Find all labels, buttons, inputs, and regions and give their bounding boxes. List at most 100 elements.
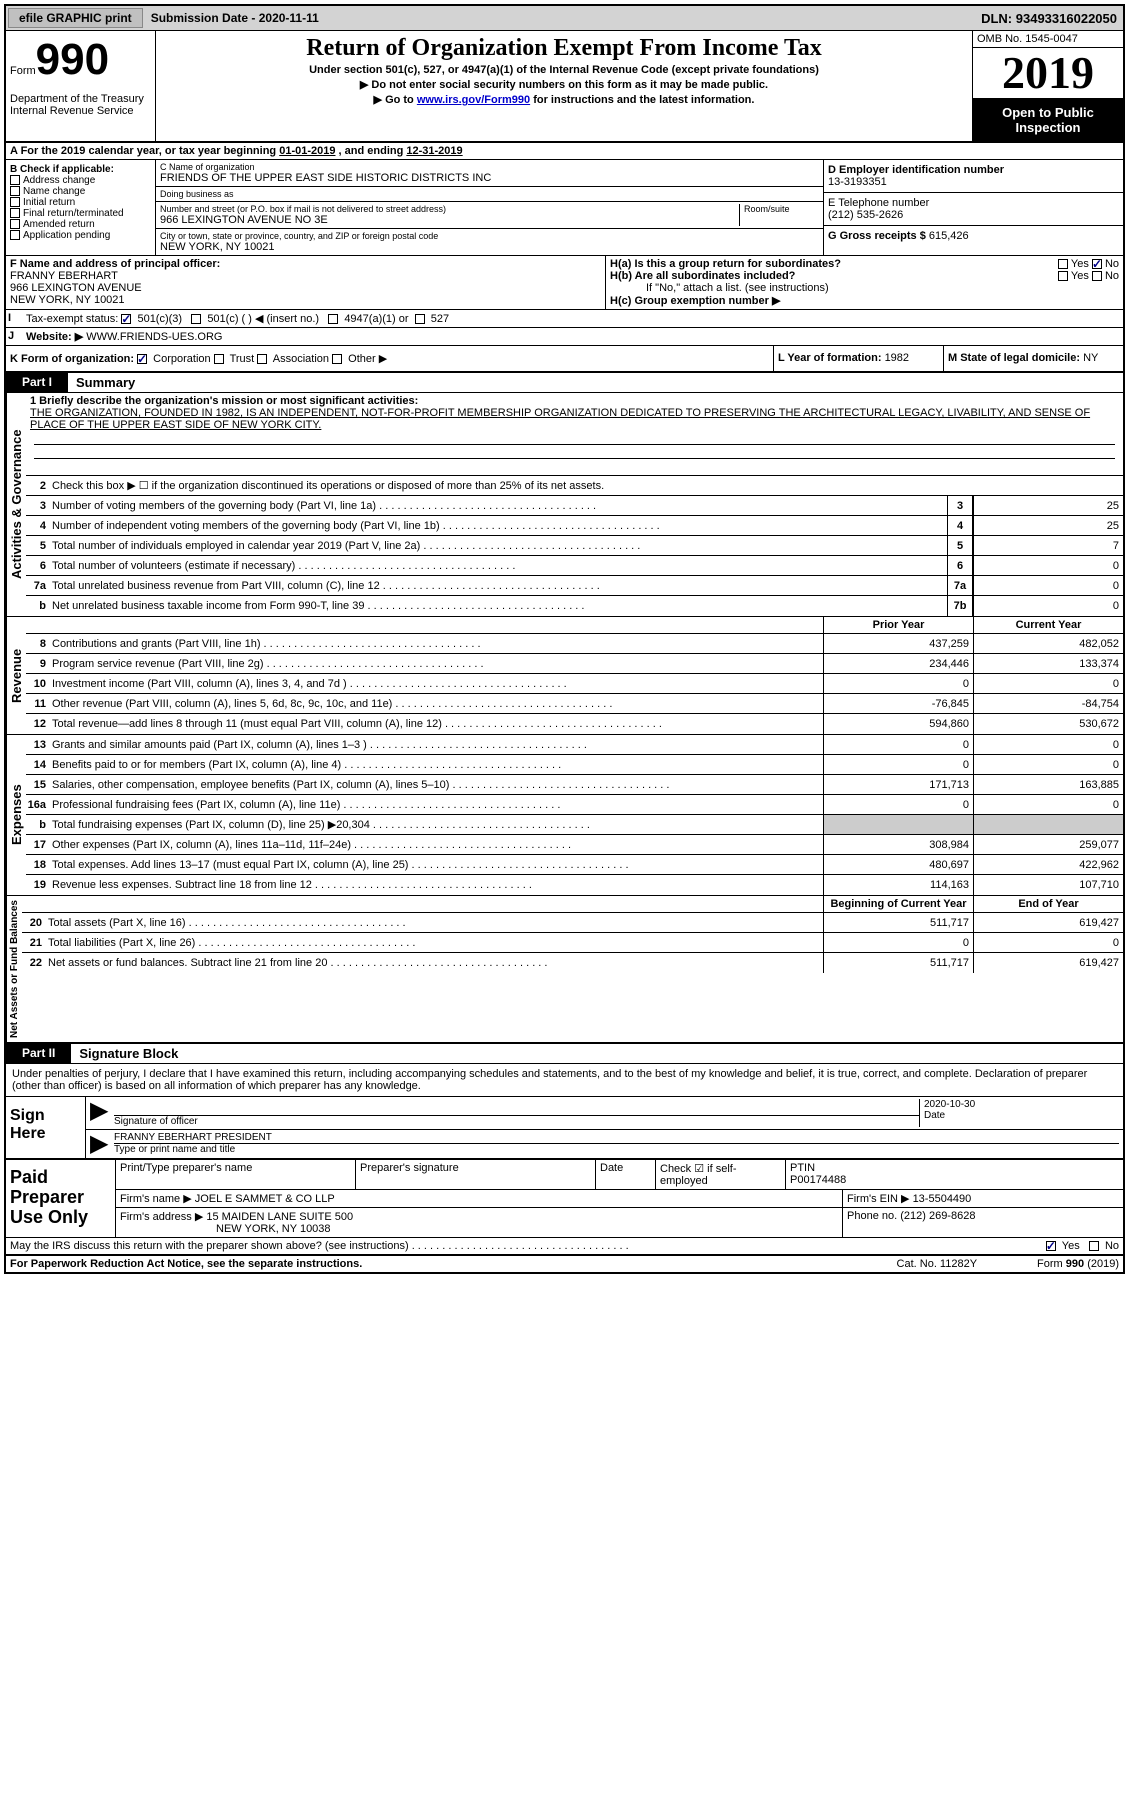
rev-section: Revenue Prior Year Current Year 8Contrib… bbox=[6, 617, 1123, 735]
fin-row: 12Total revenue—add lines 8 through 11 (… bbox=[26, 714, 1123, 734]
chk-name[interactable] bbox=[10, 186, 20, 196]
net-section: Net Assets or Fund Balances Beginning of… bbox=[6, 896, 1123, 1044]
chk-initial[interactable] bbox=[10, 197, 20, 207]
box-b: B Check if applicable: Address change Na… bbox=[6, 160, 156, 255]
form-number-cell: Form990 Department of the Treasury Inter… bbox=[6, 31, 156, 141]
fin-row: 17Other expenses (Part IX, column (A), l… bbox=[26, 835, 1123, 855]
efile-button[interactable]: efile GRAPHIC print bbox=[8, 8, 143, 28]
officer-name: FRANNY EBERHART bbox=[10, 270, 601, 282]
arrow-icon: ▶ bbox=[90, 1099, 114, 1127]
exp-section: Expenses 13Grants and similar amounts pa… bbox=[6, 735, 1123, 896]
open-inspection: Open to Public Inspection bbox=[973, 99, 1123, 141]
sig-date: 2020-10-30 bbox=[924, 1099, 1119, 1110]
title-cell: Return of Organization Exempt From Incom… bbox=[156, 31, 973, 141]
ha-yes[interactable] bbox=[1058, 259, 1068, 269]
gov-row: bNet unrelated business taxable income f… bbox=[26, 596, 1123, 616]
fin-row: 16aProfessional fundraising fees (Part I… bbox=[26, 795, 1123, 815]
section-fh: F Name and address of principal officer:… bbox=[6, 256, 1123, 310]
gov-label: Activities & Governance bbox=[6, 393, 26, 616]
box-e: E Telephone number (212) 535-2626 bbox=[824, 193, 1123, 226]
org-address: 966 LEXINGTON AVENUE NO 3E bbox=[160, 214, 739, 226]
phone: (212) 535-2626 bbox=[828, 209, 1119, 221]
dept: Department of the Treasury Internal Reve… bbox=[10, 93, 151, 117]
chk-527[interactable] bbox=[415, 314, 425, 324]
fin-row: 14Benefits paid to or for members (Part … bbox=[26, 755, 1123, 775]
paid-preparer-block: Paid Preparer Use Only Print/Type prepar… bbox=[6, 1160, 1123, 1238]
col-deg: D Employer identification number 13-3193… bbox=[823, 160, 1123, 255]
main-title: Return of Organization Exempt From Incom… bbox=[162, 35, 966, 62]
footer: For Paperwork Reduction Act Notice, see … bbox=[6, 1256, 1123, 1272]
fin-row: 13Grants and similar amounts paid (Part … bbox=[26, 735, 1123, 755]
box-d: D Employer identification number 13-3193… bbox=[824, 160, 1123, 193]
arrow-icon: ▶ bbox=[90, 1132, 114, 1156]
section-bcde: B Check if applicable: Address change Na… bbox=[6, 160, 1123, 256]
declaration: Under penalties of perjury, I declare th… bbox=[6, 1064, 1123, 1097]
fin-row: 20Total assets (Part X, line 16)511,7176… bbox=[22, 913, 1123, 933]
row-klm: K Form of organization: Corporation Trus… bbox=[6, 346, 1123, 373]
chk-final[interactable] bbox=[10, 208, 20, 218]
part2-header: Part II Signature Block bbox=[6, 1044, 1123, 1064]
fin-row: 18Total expenses. Add lines 13–17 (must … bbox=[26, 855, 1123, 875]
fin-row: 10Investment income (Part VIII, column (… bbox=[26, 674, 1123, 694]
discuss-row: May the IRS discuss this return with the… bbox=[6, 1238, 1123, 1256]
gross-receipts: 615,426 bbox=[929, 230, 969, 242]
omb: OMB No. 1545-0047 bbox=[973, 31, 1123, 48]
officer-printed: FRANNY EBERHART PRESIDENT bbox=[114, 1132, 1119, 1143]
chk-4947[interactable] bbox=[328, 314, 338, 324]
chk-501c3[interactable] bbox=[121, 314, 131, 324]
gov-row: 4Number of independent voting members of… bbox=[26, 516, 1123, 536]
part1-header: Part I Summary bbox=[6, 373, 1123, 393]
box-g: G Gross receipts $ 615,426 bbox=[824, 226, 1123, 255]
rev-label: Revenue bbox=[6, 617, 26, 734]
submission-label: Submission Date - 2020-11-11 bbox=[145, 11, 325, 25]
ha-no[interactable] bbox=[1092, 259, 1102, 269]
gov-row: 7aTotal unrelated business revenue from … bbox=[26, 576, 1123, 596]
row-j: J Website: ▶ WWW.FRIENDS-UES.ORG bbox=[6, 328, 1123, 346]
hb-no[interactable] bbox=[1092, 271, 1102, 281]
net-label: Net Assets or Fund Balances bbox=[6, 896, 22, 1042]
header: Form990 Department of the Treasury Inter… bbox=[6, 31, 1123, 143]
fin-row: 9Program service revenue (Part VIII, lin… bbox=[26, 654, 1123, 674]
fin-row: 22Net assets or fund balances. Subtract … bbox=[22, 953, 1123, 973]
chk-other[interactable] bbox=[332, 354, 342, 364]
line1: 1 Briefly describe the organization's mi… bbox=[26, 393, 1123, 476]
chk-amended[interactable] bbox=[10, 219, 20, 229]
form-990-page: efile GRAPHIC print Submission Date - 20… bbox=[4, 4, 1125, 1274]
row-i: I Tax-exempt status: 501(c)(3) 501(c) ( … bbox=[6, 310, 1123, 328]
dln: DLN: 93493316022050 bbox=[981, 11, 1123, 26]
chk-trust[interactable] bbox=[214, 354, 224, 364]
irs-link[interactable]: www.irs.gov/Form990 bbox=[417, 94, 530, 106]
chk-address[interactable] bbox=[10, 175, 20, 185]
chk-assoc[interactable] bbox=[257, 354, 267, 364]
chk-501c[interactable] bbox=[191, 314, 201, 324]
discuss-yes[interactable] bbox=[1046, 1241, 1056, 1251]
box-c: C Name of organization FRIENDS OF THE UP… bbox=[156, 160, 823, 255]
website: WWW.FRIENDS-UES.ORG bbox=[86, 331, 222, 343]
fin-row: bTotal fundraising expenses (Part IX, co… bbox=[26, 815, 1123, 835]
fin-row: 21Total liabilities (Part X, line 26)00 bbox=[22, 933, 1123, 953]
year-cell: OMB No. 1545-0047 2019 Open to Public In… bbox=[973, 31, 1123, 141]
box-f: F Name and address of principal officer:… bbox=[6, 256, 606, 309]
firm-ein: 13-5504490 bbox=[913, 1193, 972, 1205]
ein: 13-3193351 bbox=[828, 176, 1119, 188]
ptin: P00174488 bbox=[790, 1174, 846, 1186]
org-city: NEW YORK, NY 10021 bbox=[160, 241, 819, 253]
tax-year: 2019 bbox=[973, 48, 1123, 99]
sign-here-block: Sign Here ▶ Signature of officer 2020-10… bbox=[6, 1097, 1123, 1160]
chk-corp[interactable] bbox=[137, 354, 147, 364]
org-name: FRIENDS OF THE UPPER EAST SIDE HISTORIC … bbox=[160, 172, 819, 184]
mission: THE ORGANIZATION, FOUNDED IN 1982, IS AN… bbox=[30, 407, 1090, 431]
hb-yes[interactable] bbox=[1058, 271, 1068, 281]
gov-row: 3Number of voting members of the governi… bbox=[26, 496, 1123, 516]
exp-label: Expenses bbox=[6, 735, 26, 895]
top-bar: efile GRAPHIC print Submission Date - 20… bbox=[6, 6, 1123, 31]
discuss-no[interactable] bbox=[1089, 1241, 1099, 1251]
firm-name: JOEL E SAMMET & CO LLP bbox=[195, 1193, 335, 1205]
gov-section: Activities & Governance 1 Briefly descri… bbox=[6, 393, 1123, 617]
fin-row: 11Other revenue (Part VIII, column (A), … bbox=[26, 694, 1123, 714]
row-a: A For the 2019 calendar year, or tax yea… bbox=[6, 143, 1123, 160]
chk-pending[interactable] bbox=[10, 230, 20, 240]
preparer-phone: (212) 269-8628 bbox=[900, 1210, 975, 1222]
fin-row: 15Salaries, other compensation, employee… bbox=[26, 775, 1123, 795]
line2: 2 Check this box ▶ ☐ if the organization… bbox=[26, 476, 1123, 496]
